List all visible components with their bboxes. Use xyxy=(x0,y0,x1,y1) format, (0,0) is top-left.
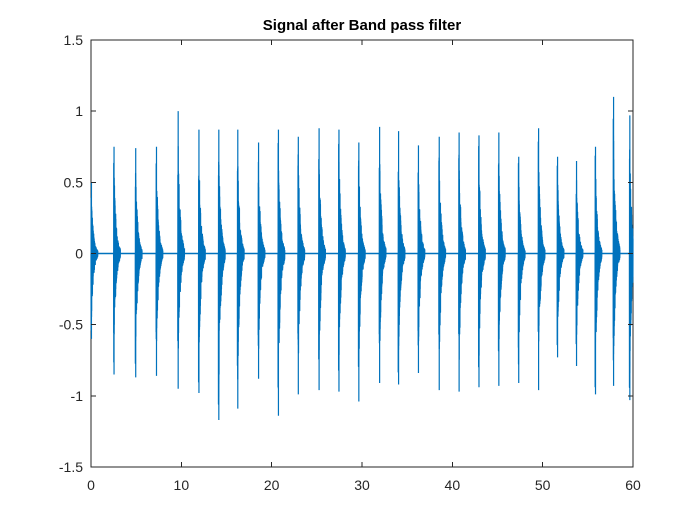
signal-burst-waveform xyxy=(90,197,99,331)
signal-burst-waveform xyxy=(217,161,226,405)
signal-burst-waveform xyxy=(318,158,327,360)
signal-burst-waveform xyxy=(397,171,406,373)
signal-burst xyxy=(628,115,634,401)
signal-burst xyxy=(556,156,565,358)
signal-burst-waveform xyxy=(594,155,603,388)
signal-series xyxy=(90,96,634,421)
signal-burst xyxy=(537,128,546,391)
signal-burst xyxy=(277,129,286,416)
y-tick-label: -1 xyxy=(71,388,84,404)
signal-burst xyxy=(612,96,621,386)
signal-burst xyxy=(90,182,99,339)
signal-burst xyxy=(517,156,526,384)
signal-burst xyxy=(155,146,164,376)
signal-burst xyxy=(134,148,143,378)
signal-burst xyxy=(477,135,486,388)
x-tick-label: 40 xyxy=(445,477,461,493)
y-tick-label: 1.5 xyxy=(64,32,84,48)
x-tick-label: 50 xyxy=(535,477,551,493)
signal-burst xyxy=(378,126,387,384)
signal-burst xyxy=(438,136,447,391)
signal-burst-waveform xyxy=(477,145,486,368)
y-tick-label: -0.5 xyxy=(59,317,83,333)
signal-burst xyxy=(458,132,467,392)
signal-burst xyxy=(417,145,426,374)
signal-burst-waveform xyxy=(378,164,387,344)
signal-burst xyxy=(197,129,206,393)
y-tick-label: 0.5 xyxy=(64,174,84,190)
signal-burst-waveform xyxy=(155,163,164,342)
signal-burst xyxy=(257,142,266,379)
signal-burst-waveform xyxy=(612,118,621,361)
signal-burst-waveform xyxy=(197,175,206,383)
signal-burst-waveform xyxy=(297,154,306,354)
signal-burst xyxy=(594,146,603,395)
signal-burst-waveform xyxy=(112,162,121,363)
signal-burst xyxy=(112,146,121,375)
signal-burst-waveform xyxy=(497,162,506,352)
signal-burst xyxy=(575,160,584,366)
signal-burst-waveform xyxy=(337,143,346,371)
y-tick-label: 0 xyxy=(75,246,83,262)
y-tick-label: -1.5 xyxy=(59,459,83,475)
signal-burst xyxy=(177,111,186,389)
signal-burst-waveform xyxy=(575,179,584,345)
signal-burst-waveform xyxy=(134,172,143,364)
signal-burst-waveform xyxy=(537,141,546,342)
signal-burst-waveform xyxy=(517,162,526,365)
signal-burst xyxy=(236,129,245,409)
x-tick-label: 20 xyxy=(264,477,280,493)
signal-burst-waveform xyxy=(177,145,186,349)
signal-burst xyxy=(297,136,306,395)
x-tick-label: 10 xyxy=(174,477,190,493)
signal-burst-waveform xyxy=(236,166,245,380)
x-tick-label: 0 xyxy=(87,477,95,493)
signal-burst xyxy=(217,129,226,421)
signal-burst xyxy=(337,129,346,392)
signal-burst-waveform xyxy=(458,154,467,361)
signal-burst-waveform xyxy=(357,160,366,367)
chart-title: Signal after Band pass filter xyxy=(263,17,462,34)
signal-burst xyxy=(357,142,366,402)
signal-burst-waveform xyxy=(277,142,286,389)
signal-burst xyxy=(497,132,506,386)
signal-burst-waveform xyxy=(257,161,266,349)
signal-burst xyxy=(318,128,327,391)
y-tick-label: 1 xyxy=(75,103,83,119)
x-tick-label: 30 xyxy=(354,477,370,493)
axis-ticks: 0 10 20 30 40 50 60 -1.5 -1 -0.5 0 0.5 1 1.5 xyxy=(59,32,641,493)
signal-burst-waveform xyxy=(556,165,565,346)
signal-burst-waveform xyxy=(438,157,447,350)
signal-burst xyxy=(397,131,406,385)
signal-burst-waveform xyxy=(417,172,426,346)
x-tick-label: 60 xyxy=(625,477,641,493)
